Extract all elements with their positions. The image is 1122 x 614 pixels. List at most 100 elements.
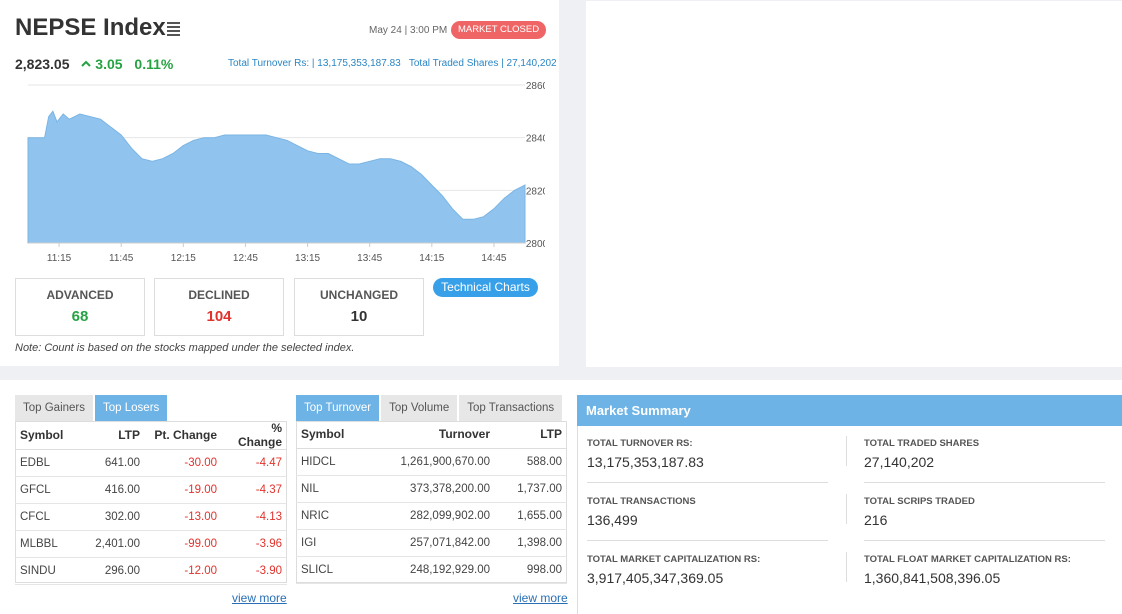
table-row[interactable]: MLBBL 2,401.00 -99.00 -3.96 xyxy=(15,530,287,558)
market-summary-body: TOTAL TURNOVER RS: 13,175,353,187.83 TOT… xyxy=(577,426,1122,614)
losers-view-more-link[interactable]: view more xyxy=(232,591,287,605)
index-area-series[interactable] xyxy=(27,110,526,244)
index-value-row: 2,823.05 3.05 0.11% xyxy=(15,56,173,72)
menu-icon[interactable] xyxy=(167,22,180,36)
tab-top-turnover[interactable]: Top Turnover xyxy=(296,395,380,421)
table-cell: -99.00 xyxy=(145,530,222,558)
summary-divider xyxy=(864,540,1105,541)
table-cell: 1,655.00 xyxy=(495,502,567,530)
table-cell: 302.00 xyxy=(83,503,145,531)
table-cell[interactable]: HIDCL xyxy=(296,448,366,476)
table-cell: -3.96 xyxy=(222,530,287,558)
summary-label: TOTAL TURNOVER RS: xyxy=(587,438,693,449)
tab-top-volume[interactable]: Top Volume xyxy=(381,395,458,421)
column-header: Symbol xyxy=(296,421,366,449)
table-cell: 1,261,900,670.00 xyxy=(366,448,495,476)
summary-value: 27,140,202 xyxy=(864,454,935,470)
table-cell[interactable]: MLBBL xyxy=(15,530,83,558)
summary-divider xyxy=(587,540,828,541)
table-cell: 588.00 xyxy=(495,448,567,476)
table-row[interactable]: IGI 257,071,842.00 1,398.00 xyxy=(296,529,567,557)
turnover-view-more-link[interactable]: view more xyxy=(513,591,568,605)
totals-row: Total Turnover Rs: | 13,175,353,187.83 T… xyxy=(228,58,557,69)
table-cell: 416.00 xyxy=(83,476,145,504)
losers-table: Symbol LTP Pt. Change % Change EDBL 641.0… xyxy=(15,421,287,585)
table-cell[interactable]: NRIC xyxy=(296,502,366,530)
market-datetime: May 24 | 3:00 PM xyxy=(369,25,448,36)
arrow-up-icon xyxy=(81,60,92,67)
declined-label: DECLINED xyxy=(188,288,250,302)
tab-top-losers[interactable]: Top Losers xyxy=(95,395,168,421)
column-header: LTP xyxy=(83,421,145,450)
table-cell[interactable]: SINDU xyxy=(15,557,83,585)
table-cell: -19.00 xyxy=(145,476,222,504)
column-header: Symbol xyxy=(15,421,83,450)
table-cell: -13.00 xyxy=(145,503,222,531)
summary-total-scrips-traded: TOTAL SCRIPS TRADED 216 xyxy=(864,496,975,528)
tab-top-gainers[interactable]: Top Gainers xyxy=(15,395,94,421)
summary-divider xyxy=(846,552,847,582)
index-chart[interactable]: 2860 2840 2820 2800 11:15 11:45 12:15 12:45 13:1… xyxy=(20,75,545,270)
table-row[interactable]: GFCL 416.00 -19.00 -4.37 xyxy=(15,476,287,504)
index-value: 2,823.05 xyxy=(15,56,70,72)
total-turnover-text: Total Turnover Rs: | 13,175,353,187.83 xyxy=(228,58,401,69)
table-cell: 296.00 xyxy=(83,557,145,585)
summary-total-traded-shares: TOTAL TRADED SHARES 27,140,202 xyxy=(864,438,979,470)
bottom-panel: Top Gainers Top Losers Symbol LTP Pt. Ch… xyxy=(0,380,1122,614)
table-cell[interactable]: IGI xyxy=(296,529,366,557)
summary-total-market-cap: TOTAL MARKET CAPITALIZATION RS: 3,917,40… xyxy=(587,554,760,586)
table-cell: -4.47 xyxy=(222,449,287,477)
table-cell: 2,401.00 xyxy=(83,530,145,558)
column-header: Pt. Change xyxy=(145,421,222,450)
summary-label: TOTAL TRANSACTIONS xyxy=(587,496,696,507)
table-row[interactable]: NRIC 282,099,902.00 1,655.00 xyxy=(296,502,567,530)
x-tick-label: 12:15 xyxy=(171,253,196,264)
index-percent-change: 0.11% xyxy=(134,56,174,72)
table-cell: 248,192,929.00 xyxy=(366,556,495,584)
x-tick-label: 11:45 xyxy=(109,253,134,264)
market-status-badge: MARKET CLOSED xyxy=(451,21,546,39)
table-cell[interactable]: GFCL xyxy=(15,476,83,504)
summary-label: TOTAL TRADED SHARES xyxy=(864,438,980,449)
column-header: % Change xyxy=(222,421,287,450)
total-traded-shares-text: Total Traded Shares | 27,140,202 xyxy=(408,58,557,69)
table-cell: -4.13 xyxy=(222,503,287,531)
x-tick-label: 11:15 xyxy=(47,253,72,264)
x-tick-label: 14:45 xyxy=(481,253,506,264)
summary-total-transactions: TOTAL TRANSACTIONS 136,499 xyxy=(587,496,696,528)
table-cell[interactable]: SLICL xyxy=(296,556,366,584)
table-row[interactable]: EDBL 641.00 -30.00 -4.47 xyxy=(15,449,287,477)
summary-value: 216 xyxy=(864,512,888,528)
turnover-table: Symbol Turnover LTP HIDCL 1,261,900,670.0… xyxy=(296,421,567,584)
table-row[interactable]: SLICL 248,192,929.00 998.00 xyxy=(296,556,567,584)
declined-value: 104 xyxy=(206,308,232,325)
table-cell[interactable]: EDBL xyxy=(15,449,83,477)
y-tick-label: 2840 xyxy=(526,134,545,145)
market-summary-header: Market Summary xyxy=(577,395,1122,426)
table-cell[interactable]: CFCL xyxy=(15,503,83,531)
x-tick-label: 12:45 xyxy=(233,253,258,264)
table-cell: -3.90 xyxy=(222,557,287,585)
summary-divider xyxy=(864,482,1105,483)
table-cell: -4.37 xyxy=(222,476,287,504)
table-cell[interactable]: NIL xyxy=(296,475,366,503)
technical-charts-button[interactable]: Technical Charts xyxy=(433,278,538,297)
summary-value: 136,499 xyxy=(587,512,638,528)
turnover-tabs: Top Turnover Top Volume Top Transactions xyxy=(296,395,564,421)
declined-box: DECLINED 104 xyxy=(154,278,284,336)
tab-top-transactions[interactable]: Top Transactions xyxy=(459,395,563,421)
table-row[interactable]: SINDU 296.00 -12.00 -3.90 xyxy=(15,557,287,585)
table-row[interactable]: CFCL 302.00 -13.00 -4.13 xyxy=(15,503,287,531)
index-change-value: 3.05 xyxy=(95,56,123,72)
x-tick-label: 14:15 xyxy=(419,253,444,264)
table-cell: 1,737.00 xyxy=(495,475,567,503)
table-row[interactable]: NIL 373,378,200.00 1,737.00 xyxy=(296,475,567,503)
table-row[interactable]: HIDCL 1,261,900,670.00 588.00 xyxy=(296,448,567,476)
summary-value: 1,360,841,508,396.05 xyxy=(864,570,1001,586)
count-note: Note: Count is based on the stocks mappe… xyxy=(15,342,355,354)
unchanged-value: 10 xyxy=(350,308,368,325)
index-panel: NEPSE Index May 24 | 3:00 PM MARKET CLOS… xyxy=(0,0,559,366)
table-cell: 998.00 xyxy=(495,556,567,584)
advanced-value: 68 xyxy=(71,308,89,325)
summary-value: 3,917,405,347,369.05 xyxy=(587,570,724,586)
